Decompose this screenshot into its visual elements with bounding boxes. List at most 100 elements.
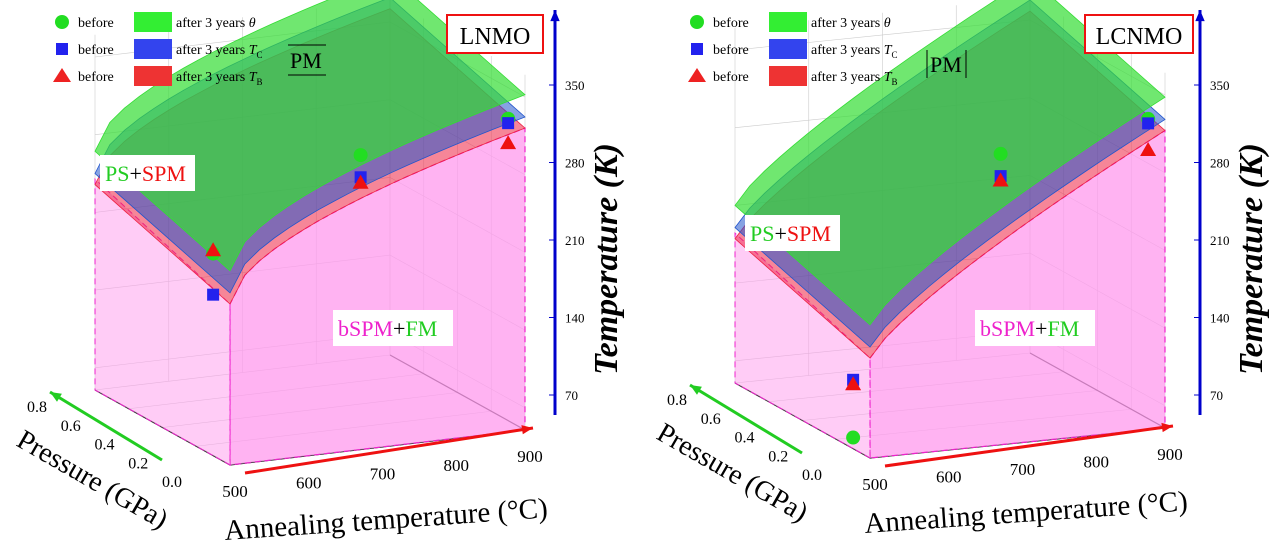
legend-before-label: before: [713, 70, 749, 85]
bspm-fm-region-label: bSPM+FM: [980, 316, 1079, 341]
data-point-circle: [846, 430, 861, 445]
x-tick-label: 600: [936, 468, 962, 487]
x-tick-label: 700: [1010, 460, 1036, 479]
ps-spm-region-label: PS+SPM: [105, 161, 186, 186]
bspm-fm-label-box: [333, 310, 453, 346]
y-tick-label: 0.8: [27, 399, 47, 416]
ps-spm-part: PS: [750, 221, 774, 246]
ps-spm-part: PS: [105, 161, 129, 186]
y-tick-label: 0.0: [802, 467, 822, 484]
z-tick-label: 210: [565, 233, 585, 248]
legend-symbol: T: [884, 70, 893, 85]
temperature-axis-arrow-head: [1195, 10, 1205, 22]
data-point-square: [502, 117, 515, 130]
legend-symbol: T: [249, 43, 258, 58]
x-tick-label: 900: [517, 447, 543, 466]
legend-after-label: after 3 years θ: [176, 16, 256, 31]
theta-surface: [94, 0, 526, 272]
x-tick-label: 600: [296, 473, 322, 492]
ps-spm-region-label: PS+SPM: [750, 221, 831, 246]
z-tick-label: 280: [565, 156, 585, 171]
x-tick-label: 900: [1157, 445, 1183, 464]
bspm-fm-region-side: [94, 177, 231, 466]
data-point-triangle: [845, 376, 862, 391]
legend-before-label: before: [78, 70, 114, 85]
data-point-triangle: [352, 174, 369, 189]
legend-after-label: after 3 years TB: [176, 70, 263, 87]
x-tick-label: 500: [862, 475, 888, 494]
ps-spm-part: SPM: [142, 161, 186, 186]
bspm-fm-part: bSPM: [980, 316, 1035, 341]
x-tick-label: 700: [370, 465, 396, 484]
legend-surface-swatch: [134, 39, 172, 59]
y-axis-label: Pressure (GPa): [12, 424, 174, 535]
z-axis-label: Temperature (K): [1233, 143, 1270, 375]
x-tick-label: 800: [1084, 453, 1110, 472]
legend-surface-swatch: [769, 39, 807, 59]
bspm-fm-part: bSPM: [338, 316, 393, 341]
z-tick-label: 280: [1210, 156, 1230, 171]
annealing-axis-arrow-head: [1161, 422, 1173, 433]
bspm-fm-part: FM: [1047, 316, 1079, 341]
z-tick-label: 70: [1210, 388, 1223, 403]
legend-subscript: C: [256, 50, 262, 60]
legend-before-label: before: [78, 16, 114, 31]
legend-marker-triangle: [53, 68, 71, 82]
bspm-fm-part: FM: [405, 316, 437, 341]
legend-before-label: before: [713, 16, 749, 31]
data-point-triangle: [500, 135, 517, 150]
legend-marker-square: [56, 43, 68, 55]
title-box: [1084, 14, 1194, 54]
title-box: [446, 14, 544, 54]
z-tick-label: 140: [565, 311, 585, 326]
data-point-triangle: [205, 242, 222, 257]
chart-title: LCNMO: [1096, 24, 1183, 50]
bspm-fm-region-side: [734, 231, 871, 459]
legend-symbol: T: [884, 43, 893, 58]
pressure-axis-arrow-head: [690, 385, 702, 395]
ps-spm-part: +: [129, 161, 141, 186]
legend-subscript: B: [891, 77, 897, 87]
x-tick-label: 800: [444, 456, 470, 475]
chart-panel-lnmo: 500 600 700 800 900 0.0 0.2 0.4 0.6 0.8 70 140 210 28…: [12, 0, 625, 547]
data-point-circle: [993, 146, 1008, 161]
z-tick-label: 350: [1210, 78, 1230, 93]
z-axis-label: Temperature (K): [588, 143, 625, 375]
ps-spm-label-box: [100, 155, 195, 191]
legend-after-label: after 3 years TB: [811, 70, 898, 87]
legend-marker-square: [691, 43, 703, 55]
legend-surface-swatch: [134, 12, 172, 32]
x-axis-label: Annealing temperature (°C): [223, 492, 548, 547]
legend-surface-swatch: [769, 12, 807, 32]
annealing-axis-arrow-head: [521, 425, 533, 435]
legend-before-label: before: [713, 43, 749, 58]
y-tick-label: 0.2: [768, 448, 788, 465]
legend-after-label: after 3 years TC: [176, 43, 263, 60]
legend-marker-circle: [690, 15, 704, 29]
y-tick-label: 0.4: [95, 437, 115, 454]
bspm-fm-label-box: [975, 310, 1095, 346]
y-axis-label: Pressure (GPa): [652, 417, 814, 528]
ps-spm-label-box: [745, 215, 840, 251]
y-tick-label: 0.2: [128, 455, 148, 472]
y-tick-label: 0.6: [701, 411, 721, 428]
ps-spm-part: +: [774, 221, 786, 246]
legend-after-label: after 3 years θ: [811, 16, 891, 31]
bspm-fm-part: +: [1035, 316, 1047, 341]
data-point-triangle: [1140, 142, 1157, 156]
pressure-axis-arrow: [49, 390, 163, 462]
ps-spm-part: SPM: [787, 221, 831, 246]
legend-surface-swatch: [769, 66, 807, 86]
z-tick-label: 350: [565, 78, 585, 93]
legend-symbol: θ: [884, 16, 891, 31]
pm-region-label: PM: [930, 52, 962, 77]
z-tick-label: 140: [1210, 311, 1230, 326]
pm-region-label: PM: [290, 48, 322, 73]
chart-title: LNMO: [460, 24, 531, 50]
y-tick-label: 0.0: [162, 474, 182, 491]
z-tick-label: 70: [565, 388, 578, 403]
legend-after-label: after 3 years TC: [811, 43, 898, 60]
annealing-axis-arrow: [884, 424, 1174, 468]
z-tick-label: 210: [1210, 233, 1230, 248]
